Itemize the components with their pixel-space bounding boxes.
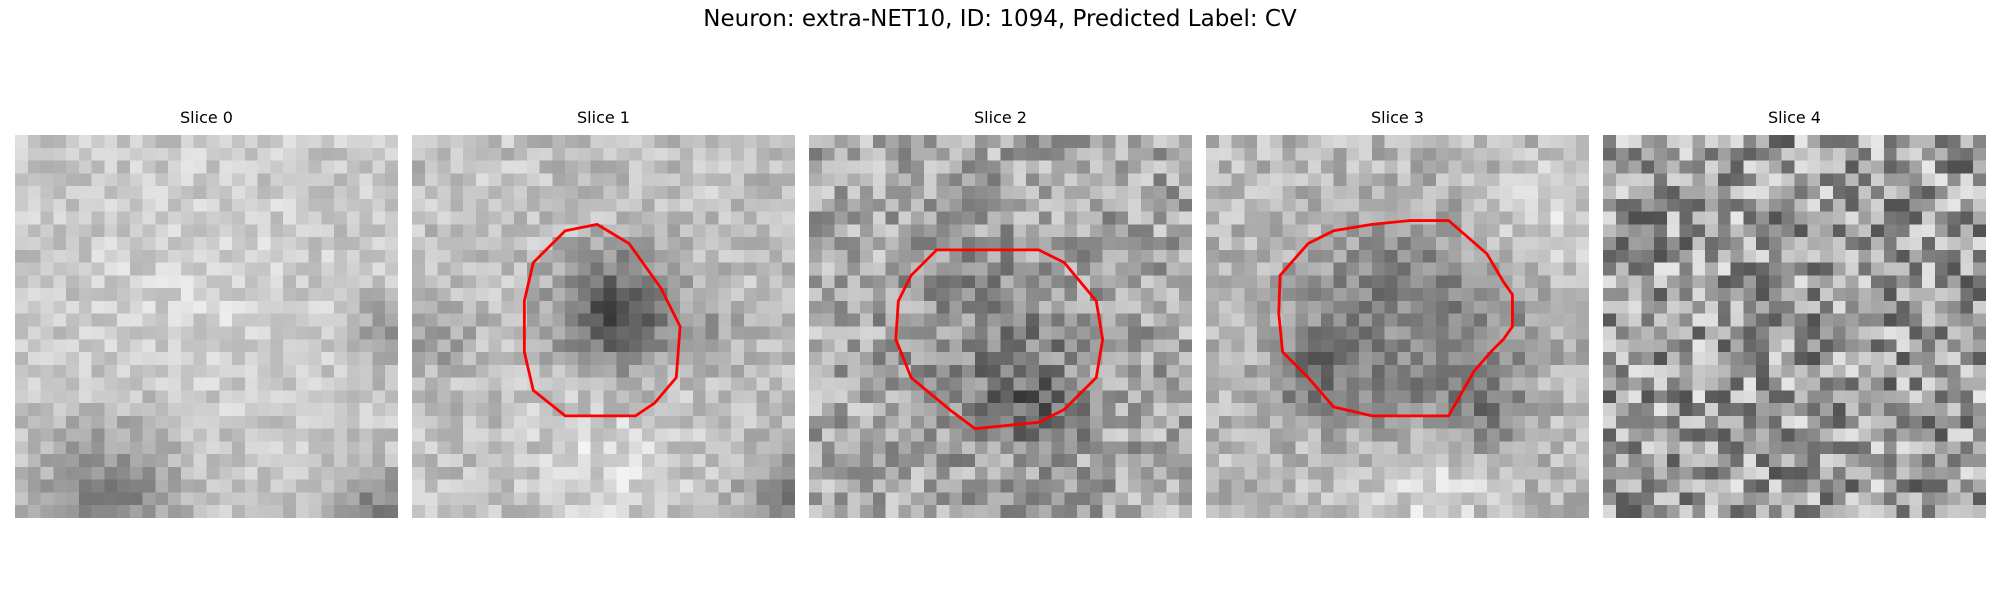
slice-title: Slice 2	[809, 108, 1192, 128]
slice-panel: Slice 3	[1206, 108, 1589, 128]
slice-image	[809, 135, 1192, 518]
slice-image	[412, 135, 795, 518]
slice-panel: Slice 1	[412, 108, 795, 128]
slice-image	[1206, 135, 1589, 518]
slice-image	[15, 135, 398, 518]
slice-image	[1603, 135, 1986, 518]
slice-title: Slice 4	[1603, 108, 1986, 128]
slice-title: Slice 0	[15, 108, 398, 128]
slice-panel: Slice 0	[15, 108, 398, 128]
slice-panel: Slice 2	[809, 108, 1192, 128]
slice-title: Slice 1	[412, 108, 795, 128]
slice-panel: Slice 4	[1603, 108, 1986, 128]
slice-title: Slice 3	[1206, 108, 1589, 128]
figure-title: Neuron: extra-NET10, ID: 1094, Predicted…	[0, 6, 2000, 32]
